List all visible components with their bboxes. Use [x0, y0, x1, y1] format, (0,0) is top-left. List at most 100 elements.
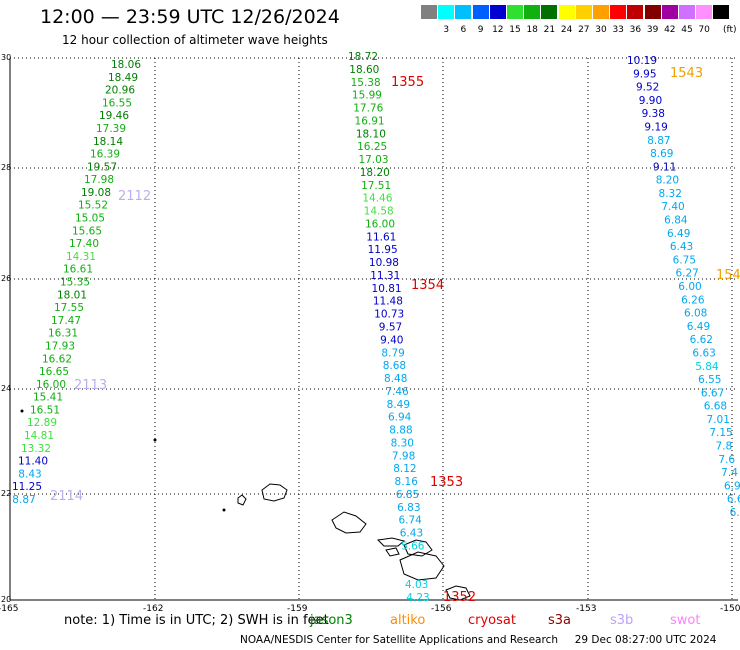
scale-swatch — [627, 5, 644, 19]
wave-height-labels: 18.0618.4920.9616.5519.4617.3918.1416.39… — [12, 51, 740, 604]
wave-height-value: 8.43 — [18, 468, 41, 480]
longitude-label: -150 — [720, 604, 740, 614]
wave-height-value: 6.6 — [727, 494, 740, 506]
wave-height-value: 6.26 — [681, 294, 705, 306]
wave-height-value: 10.81 — [372, 283, 402, 295]
legend-item: s3b — [610, 613, 634, 628]
scale-label: 12 — [492, 25, 504, 35]
wave-height-value: 17.39 — [96, 123, 126, 135]
wave-height-value: 17.03 — [358, 154, 388, 166]
wave-height-value: 15.65 — [72, 225, 102, 237]
orbit-number-label: 2112 — [118, 189, 151, 204]
orbit-number-label: 2113 — [74, 378, 107, 393]
scale-swatch — [696, 5, 713, 19]
wave-height-value: 15.05 — [75, 213, 105, 225]
scale-label: 6 — [460, 25, 467, 35]
wave-height-value: 18.60 — [349, 64, 379, 76]
wave-height-value: 14.58 — [364, 206, 394, 218]
scale-swatch — [610, 5, 627, 19]
footer-credit: NOAA/NESDIS Center for Satellite Applica… — [240, 634, 716, 646]
wave-height-value: 9.40 — [380, 334, 403, 346]
scale-label: 21 — [543, 25, 556, 35]
orbit-number-label: 1353 — [430, 475, 463, 490]
scale-label: 45 — [681, 25, 693, 35]
wave-height-value: 18.10 — [356, 128, 386, 140]
wave-height-value: 7.6 — [718, 454, 735, 466]
scale-swatch — [438, 5, 455, 19]
wave-height-value: 9.52 — [636, 82, 659, 94]
island-dot — [153, 438, 157, 442]
longitude-label: -153 — [576, 604, 596, 614]
wave-height-value: 11.25 — [12, 481, 42, 493]
wave-height-value: 9.11 — [653, 161, 676, 173]
wave-height-value: 18.14 — [93, 136, 123, 148]
wave-height-value: 11.40 — [18, 456, 48, 468]
scale-swatch — [593, 5, 609, 19]
island-dot — [20, 409, 24, 413]
wave-height-value: 17.40 — [69, 238, 99, 250]
wave-height-value: 7.40 — [661, 201, 684, 213]
wave-height-value: 16.91 — [355, 115, 385, 127]
wave-height-value: 6.43 — [670, 241, 693, 253]
wave-height-value: 6.62 — [690, 334, 713, 346]
wave-height-value: 15.41 — [33, 392, 63, 404]
wave-height-value: 6.00 — [678, 281, 701, 293]
latitude-label: 22 — [1, 489, 11, 498]
wave-height-value: 5.84 — [695, 361, 719, 373]
wave-height-value: 4.23 — [406, 592, 429, 604]
longitude-label: -162 — [143, 604, 163, 614]
wave-height-value: 18.01 — [57, 289, 87, 301]
credit-timestamp: 29 Dec 08:27:00 UTC 2024 — [574, 634, 717, 646]
latitude-label: 24 — [1, 384, 11, 393]
scale-swatch — [455, 5, 472, 19]
wave-height-value: 8.79 — [381, 347, 404, 359]
scale-label: 33 — [612, 25, 624, 35]
wave-height-value: 16.65 — [39, 366, 69, 378]
wave-height-value: 18.06 — [111, 59, 141, 71]
wave-height-value: 16.55 — [102, 97, 132, 109]
island-outline — [445, 585, 471, 601]
wave-height-value: 13.32 — [21, 443, 51, 455]
wave-height-value: 7.01 — [707, 414, 730, 426]
wave-height-value: 8.12 — [393, 463, 416, 475]
wave-height-value: 18.49 — [108, 72, 138, 84]
wave-height-value: 16.00 — [36, 379, 66, 391]
island-outline — [237, 494, 247, 506]
wave-height-value: 7.98 — [392, 450, 415, 462]
scale-label: 18 — [526, 25, 538, 35]
scale-swatch — [661, 5, 678, 19]
scale-label: 9 — [477, 25, 484, 35]
wave-height-value: 17.93 — [45, 340, 75, 352]
island-outline — [403, 539, 433, 557]
wave-height-value: 8.87 — [12, 494, 35, 506]
scale-label: 30 — [595, 25, 607, 35]
wave-height-value: 7.4 — [721, 467, 738, 479]
scale-label: 39 — [646, 25, 659, 35]
orbit-number-label: 2114 — [50, 489, 83, 504]
wave-height-value: 6.9 — [724, 480, 740, 492]
wave-height-value: 4.03 — [405, 579, 428, 591]
wave-height-value: 6.49 — [687, 321, 710, 333]
scale-swatch — [541, 5, 558, 19]
island-outline — [385, 547, 400, 557]
legend-item: jason3 — [310, 613, 353, 628]
wave-height-value: 7.15 — [709, 427, 732, 439]
orbit-number-label: 1543 — [670, 66, 703, 81]
wave-height-value: 10.19 — [627, 55, 657, 67]
legend-item: cryosat — [468, 613, 516, 628]
scale-swatch — [644, 5, 661, 19]
wave-height-value: 14.31 — [66, 251, 96, 263]
map-subtitle: 12 hour collection of altimeter wave hei… — [62, 33, 328, 47]
wave-height-value: 8.69 — [650, 148, 673, 160]
legend-item: swot — [670, 613, 701, 628]
wave-height-value: 17.47 — [51, 315, 81, 327]
longitude-label: -156 — [431, 604, 452, 614]
wave-height-value: 9.57 — [379, 322, 402, 334]
scale-label: 27 — [578, 25, 590, 35]
wave-height-value: 15.35 — [60, 277, 90, 289]
wave-height-value: 14.81 — [24, 430, 54, 442]
scale-label: 42 — [664, 25, 676, 35]
wave-height-value: 6.68 — [704, 401, 727, 413]
latitude-label: 30 — [1, 53, 11, 62]
